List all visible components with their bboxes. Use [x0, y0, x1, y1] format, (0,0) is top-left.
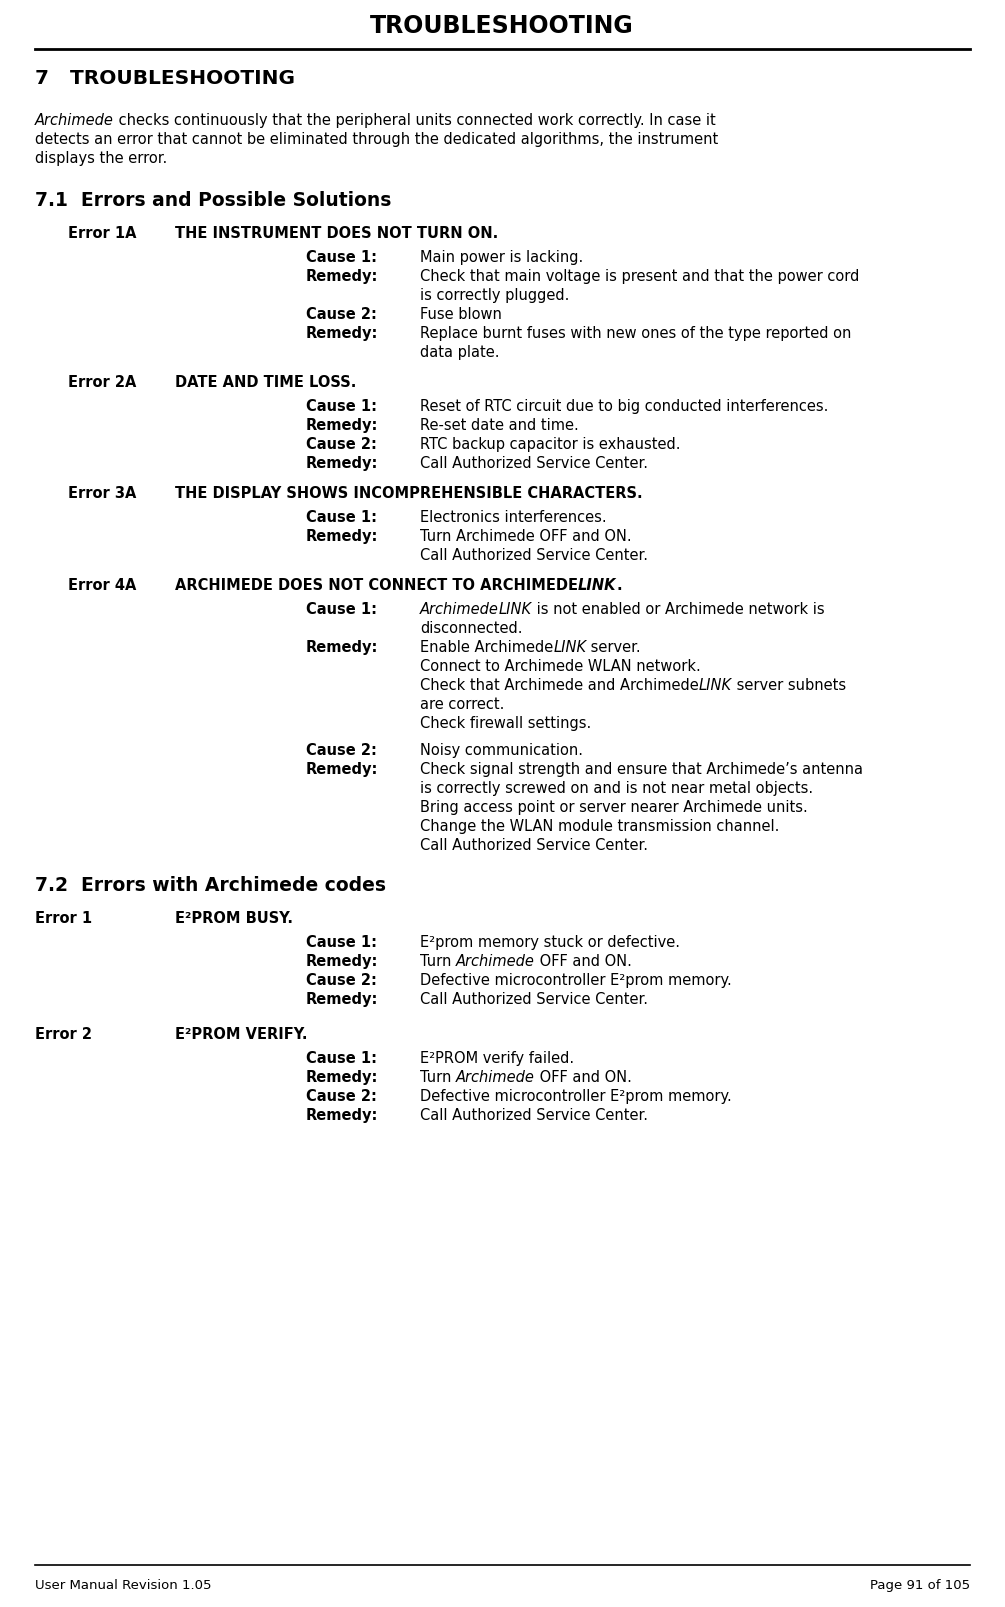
- Text: Cause 1:: Cause 1:: [306, 251, 377, 265]
- Text: Remedy:: Remedy:: [306, 529, 378, 545]
- Text: LINK: LINK: [498, 603, 532, 617]
- Text: Call Authorized Service Center.: Call Authorized Service Center.: [420, 992, 648, 1008]
- Text: ARCHIMEDE DOES NOT CONNECT TO ARCHIMEDE: ARCHIMEDE DOES NOT CONNECT TO ARCHIMEDE: [175, 579, 578, 593]
- Text: Defective microcontroller E²prom memory.: Defective microcontroller E²prom memory.: [420, 972, 732, 988]
- Text: Check signal strength and ensure that Archimede’s antenna: Check signal strength and ensure that Ar…: [420, 762, 863, 778]
- Text: Electronics interferences.: Electronics interferences.: [420, 509, 607, 525]
- Text: Call Authorized Service Center.: Call Authorized Service Center.: [420, 456, 648, 471]
- Text: Change the WLAN module transmission channel.: Change the WLAN module transmission chan…: [420, 820, 779, 834]
- Text: Cause 1:: Cause 1:: [306, 509, 377, 525]
- Text: Noisy communication.: Noisy communication.: [420, 742, 583, 759]
- Text: Remedy:: Remedy:: [306, 762, 378, 778]
- Text: 7.2  Errors with Archimede codes: 7.2 Errors with Archimede codes: [35, 876, 386, 895]
- Text: Archimede: Archimede: [456, 1070, 535, 1085]
- Text: Remedy:: Remedy:: [306, 640, 378, 656]
- Text: Call Authorized Service Center.: Call Authorized Service Center.: [420, 548, 648, 562]
- Text: Error 1: Error 1: [35, 911, 92, 926]
- Text: Re-set date and time.: Re-set date and time.: [420, 418, 579, 432]
- Text: E²prom memory stuck or defective.: E²prom memory stuck or defective.: [420, 935, 680, 950]
- Text: Reset of RTC circuit due to big conducted interferences.: Reset of RTC circuit due to big conducte…: [420, 399, 828, 415]
- Text: LINK: LINK: [553, 640, 586, 656]
- Text: checks continuously that the peripheral units connected work correctly. In case : checks continuously that the peripheral …: [114, 112, 716, 129]
- Text: Archimede: Archimede: [420, 603, 498, 617]
- Text: E²PROM VERIFY.: E²PROM VERIFY.: [175, 1027, 308, 1041]
- Text: E²PROM BUSY.: E²PROM BUSY.: [175, 911, 293, 926]
- Text: Remedy:: Remedy:: [306, 456, 378, 471]
- Text: Fuse blown: Fuse blown: [420, 307, 501, 321]
- Text: Call Authorized Service Center.: Call Authorized Service Center.: [420, 1107, 648, 1123]
- Text: E²PROM verify failed.: E²PROM verify failed.: [420, 1051, 574, 1065]
- Text: Error 2A: Error 2A: [68, 374, 137, 391]
- Text: Error 2: Error 2: [35, 1027, 92, 1041]
- Text: Cause 2:: Cause 2:: [306, 1090, 377, 1104]
- Text: is correctly screwed on and is not near metal objects.: is correctly screwed on and is not near …: [420, 781, 813, 795]
- Text: Error 3A: Error 3A: [68, 485, 137, 501]
- Text: RTC backup capacitor is exhausted.: RTC backup capacitor is exhausted.: [420, 437, 680, 452]
- Text: Cause 1:: Cause 1:: [306, 1051, 377, 1065]
- Text: server subnets: server subnets: [732, 678, 846, 693]
- Text: 7.1  Errors and Possible Solutions: 7.1 Errors and Possible Solutions: [35, 191, 391, 211]
- Text: Remedy:: Remedy:: [306, 268, 378, 284]
- Text: Remedy:: Remedy:: [306, 992, 378, 1008]
- Text: Cause 2:: Cause 2:: [306, 307, 377, 321]
- Text: TROUBLESHOOTING: TROUBLESHOOTING: [370, 14, 634, 39]
- Text: Archimede: Archimede: [35, 112, 114, 129]
- Text: User Manual Revision 1.05: User Manual Revision 1.05: [35, 1580, 211, 1593]
- Text: DATE AND TIME LOSS.: DATE AND TIME LOSS.: [175, 374, 357, 391]
- Text: server.: server.: [586, 640, 641, 656]
- Text: .: .: [616, 579, 622, 593]
- Text: detects an error that cannot be eliminated through the dedicated algorithms, the: detects an error that cannot be eliminat…: [35, 132, 719, 146]
- Text: LINK: LINK: [698, 678, 732, 693]
- Text: Call Authorized Service Center.: Call Authorized Service Center.: [420, 837, 648, 853]
- Text: Connect to Archimede WLAN network.: Connect to Archimede WLAN network.: [420, 659, 700, 673]
- Text: Remedy:: Remedy:: [306, 418, 378, 432]
- Text: Replace burnt fuses with new ones of the type reported on: Replace burnt fuses with new ones of the…: [420, 326, 851, 341]
- Text: data plate.: data plate.: [420, 346, 499, 360]
- Text: 7   TROUBLESHOOTING: 7 TROUBLESHOOTING: [35, 69, 295, 88]
- Text: are correct.: are correct.: [420, 697, 505, 712]
- Text: Remedy:: Remedy:: [306, 326, 378, 341]
- Text: Cause 1:: Cause 1:: [306, 399, 377, 415]
- Text: Bring access point or server nearer Archimede units.: Bring access point or server nearer Arch…: [420, 800, 808, 815]
- Text: OFF and ON.: OFF and ON.: [535, 955, 632, 969]
- Text: THE DISPLAY SHOWS INCOMPREHENSIBLE CHARACTERS.: THE DISPLAY SHOWS INCOMPREHENSIBLE CHARA…: [175, 485, 642, 501]
- Text: disconnected.: disconnected.: [420, 620, 523, 636]
- Text: Cause 2:: Cause 2:: [306, 972, 377, 988]
- Text: Error 4A: Error 4A: [68, 579, 137, 593]
- Text: Turn Archimede OFF and ON.: Turn Archimede OFF and ON.: [420, 529, 631, 545]
- Text: Turn: Turn: [420, 1070, 456, 1085]
- Text: is not enabled or Archimede network is: is not enabled or Archimede network is: [532, 603, 825, 617]
- Text: displays the error.: displays the error.: [35, 151, 167, 166]
- Text: Cause 1:: Cause 1:: [306, 603, 377, 617]
- Text: Defective microcontroller E²prom memory.: Defective microcontroller E²prom memory.: [420, 1090, 732, 1104]
- Text: Archimede: Archimede: [456, 955, 535, 969]
- Text: Cause 2:: Cause 2:: [306, 437, 377, 452]
- Text: Main power is lacking.: Main power is lacking.: [420, 251, 583, 265]
- Text: Cause 1:: Cause 1:: [306, 935, 377, 950]
- Text: Check firewall settings.: Check firewall settings.: [420, 717, 591, 731]
- Text: Page 91 of 105: Page 91 of 105: [870, 1580, 970, 1593]
- Text: Check that main voltage is present and that the power cord: Check that main voltage is present and t…: [420, 268, 859, 284]
- Text: is correctly plugged.: is correctly plugged.: [420, 288, 570, 304]
- Text: THE INSTRUMENT DOES NOT TURN ON.: THE INSTRUMENT DOES NOT TURN ON.: [175, 227, 498, 241]
- Text: Error 1A: Error 1A: [68, 227, 137, 241]
- Text: Remedy:: Remedy:: [306, 955, 378, 969]
- Text: Check that Archimede and Archimede: Check that Archimede and Archimede: [420, 678, 698, 693]
- Text: Cause 2:: Cause 2:: [306, 742, 377, 759]
- Text: Turn: Turn: [420, 955, 456, 969]
- Text: Remedy:: Remedy:: [306, 1070, 378, 1085]
- Text: OFF and ON.: OFF and ON.: [535, 1070, 632, 1085]
- Text: Remedy:: Remedy:: [306, 1107, 378, 1123]
- Text: Enable Archimede: Enable Archimede: [420, 640, 553, 656]
- Text: LINK: LINK: [578, 579, 616, 593]
